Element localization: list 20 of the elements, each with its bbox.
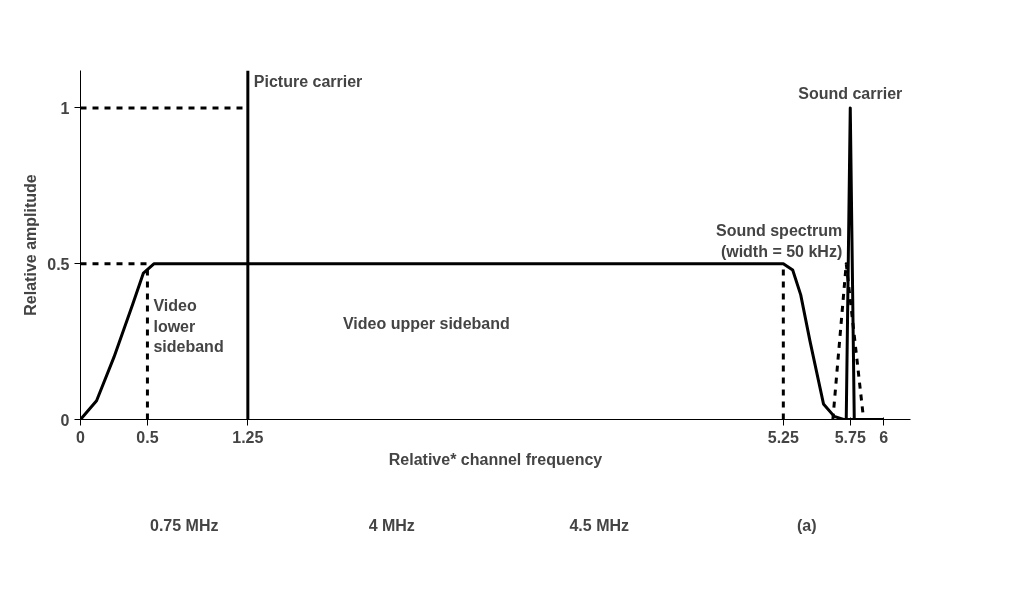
x-tick-label: 0.5 — [136, 428, 159, 446]
text: 0.75 MHz — [150, 517, 219, 534]
x-axis-title: Relative* channel frequency — [388, 450, 603, 468]
annotation: Video lower sideband — [153, 297, 224, 355]
x-tick-label: 5.25 — [767, 428, 799, 446]
annotation: Video upper sideband — [342, 315, 510, 333]
annotation: Sound carrier — [798, 84, 903, 102]
y-tick-label: 1 — [60, 99, 70, 117]
x-tick-label: 6 — [879, 428, 889, 446]
x-tick-label: 1.25 — [232, 428, 264, 446]
y-tick-label: 0 — [60, 411, 70, 429]
text: 4 MHz — [368, 517, 415, 534]
x-tick-label: 0 — [76, 428, 86, 446]
annotation: Sound spectrum (width = 50 kHz) — [716, 222, 843, 260]
y-tick-label: 0.5 — [47, 255, 70, 273]
ref-line-label: Picture carrier — [253, 72, 363, 90]
y-axis-title: Relative amplitude — [22, 174, 40, 316]
text: (a) — [796, 517, 817, 534]
x-tick-label: 5.75 — [834, 428, 866, 446]
text: 4.5 MHz — [569, 517, 630, 534]
